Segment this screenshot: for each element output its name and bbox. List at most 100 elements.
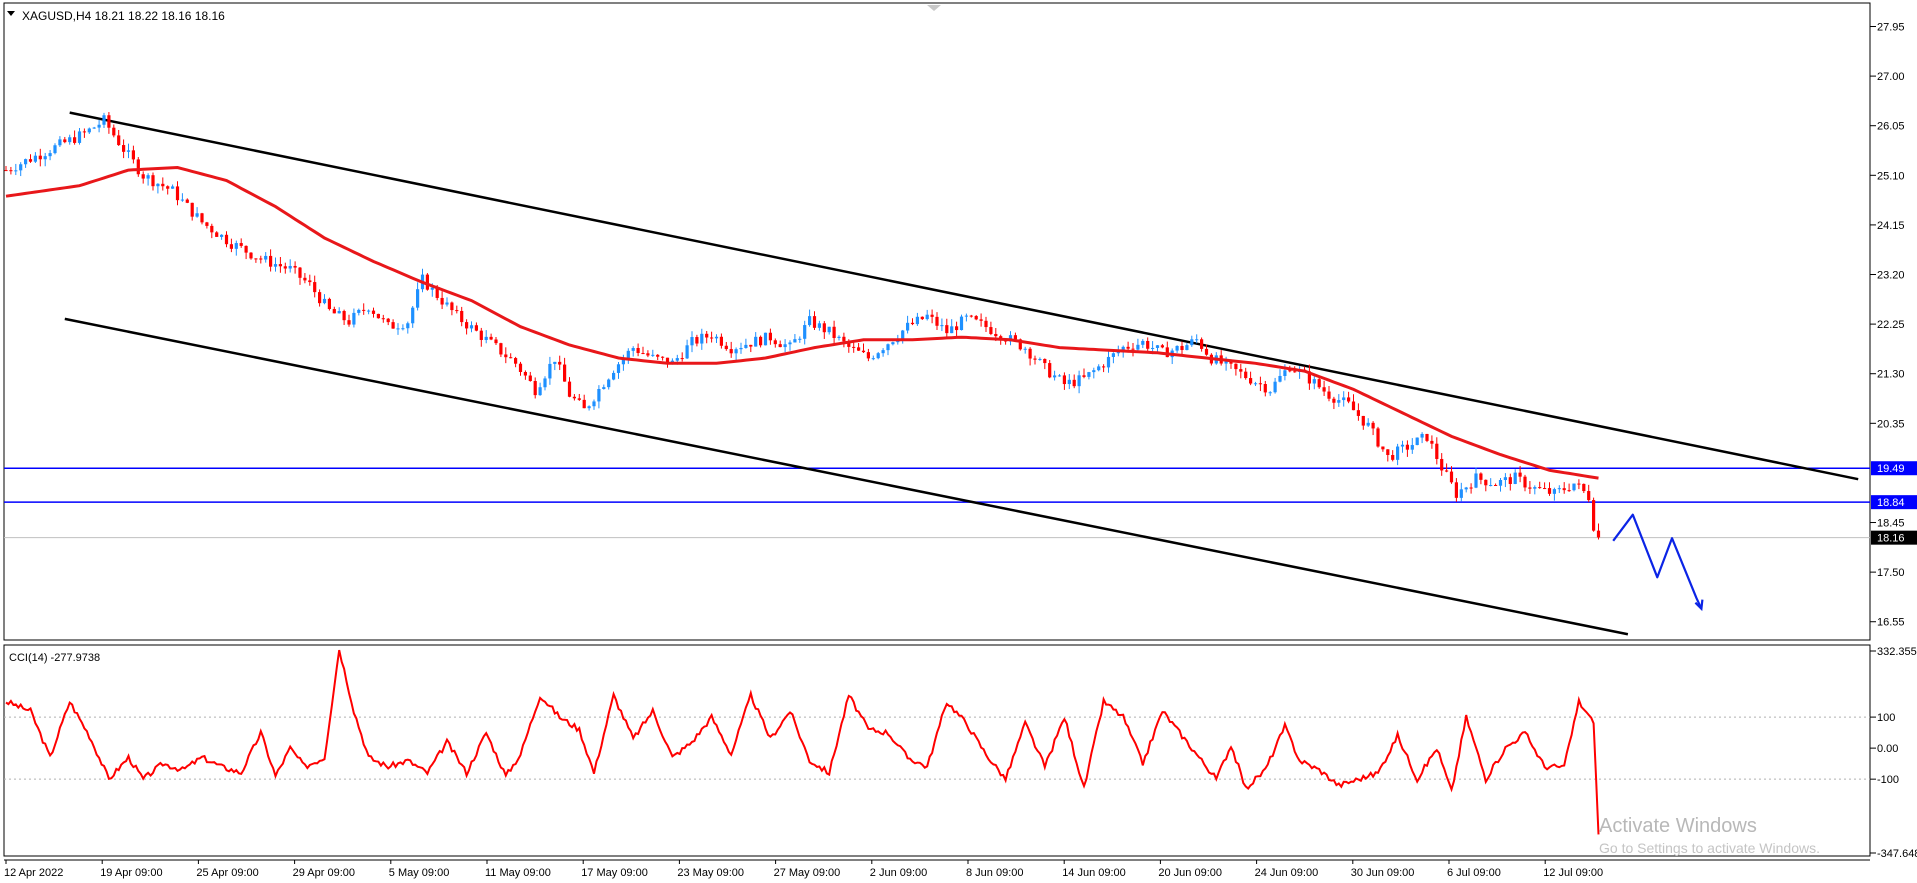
candle-body [1136,344,1140,350]
cci-panel[interactable] [3,644,1871,857]
price-tick-label: 22.25 [1877,319,1905,331]
candle-body [1503,477,1507,481]
time-tick-label: 12 Jul 09:00 [1543,867,1603,879]
time-tick-label: 25 Apr 09:00 [196,867,258,879]
cci-tick-label: -100 [1877,774,1899,786]
candle-body [509,357,513,359]
candle-body [205,222,209,226]
candle-body [469,325,474,329]
candle-body [1396,446,1400,460]
candle-body [1523,476,1527,488]
candle-body [1072,379,1076,387]
candle-body [837,336,841,338]
candle-body [1195,339,1199,341]
candle-body [141,174,145,179]
time-tick-label: 24 Jun 09:00 [1255,867,1319,879]
candle-body [567,381,572,397]
candle-body [229,244,233,249]
candle-body [1092,370,1096,373]
candle-body [514,358,518,364]
candle-body [1400,444,1405,447]
candle-body [180,199,184,201]
candle-body [435,287,439,298]
candle-body [661,356,665,358]
candle-body [445,302,449,305]
candle-body [278,264,282,267]
candle-body [930,314,934,317]
candle-body [1410,445,1414,450]
candle-body [690,337,694,346]
time-tick-label: 29 Apr 09:00 [293,867,355,879]
candle-body [484,336,488,340]
candle-body [504,354,508,358]
time-axis: 12 Apr 2022 19 Apr 09:00 25 Apr 09:00 29 Ap… [4,860,1603,879]
candle-body [367,310,371,312]
price-labels: 19.49 18.84 18.16 [1871,461,1917,545]
price-tick-label: 17.50 [1877,567,1905,579]
candle-body [901,330,905,340]
candle-body [597,389,601,402]
symbol-menu-icon[interactable] [7,11,15,16]
candle-body [1249,378,1253,384]
candle-body [273,264,278,267]
candle-body [391,322,395,329]
candle-body [871,358,875,360]
candle-body [778,344,782,348]
candle-body [1028,348,1032,359]
candle-body [631,348,635,351]
candle-body [1513,472,1517,484]
horizontal-levels[interactable] [4,467,1870,503]
candle-body [1528,487,1532,489]
candle-body [1582,483,1586,492]
candle-body [1479,473,1483,480]
candle-body [945,325,949,334]
candle-body [719,336,723,346]
candle-body [533,381,537,396]
time-tick-label: 14 Jun 09:00 [1062,867,1126,879]
candle-body [1484,479,1488,486]
candle-body [1097,366,1101,371]
candle-body [881,350,885,354]
candle-body [1361,415,1365,426]
candle-body [920,316,924,320]
price-tick-label: 16.55 [1877,617,1905,629]
candle-body [744,344,748,348]
candle-body [548,363,552,379]
time-tick-label: 20 Jun 09:00 [1158,867,1222,879]
candle-body [411,307,415,324]
candle-body [386,318,390,323]
candle-body [1587,491,1591,501]
candle-body [734,349,738,354]
scroll-marker-icon[interactable] [927,5,941,11]
candle-body [1508,477,1512,484]
candle-body [293,265,297,268]
candle-body [1592,500,1596,531]
candle-body [1464,487,1468,490]
candle-body [582,399,586,409]
level-price-label: 18.84 [1877,497,1905,509]
candle-body [1533,487,1537,489]
candle-body [955,326,959,331]
candle-body [1552,489,1556,494]
candle-body [494,339,498,344]
cci-tick-label: 332.355 [1877,646,1917,658]
projection-arrow[interactable] [1612,513,1704,612]
candle-body [1567,490,1571,492]
candle-body [808,316,812,326]
candle-body [1013,335,1017,340]
candle-body [14,170,18,172]
candle-body [1273,381,1277,393]
price-tick-label: 18.45 [1877,518,1905,530]
candle-body [1577,483,1581,485]
candle-body [852,346,856,348]
level-price-badge [1871,495,1917,510]
cci-axis: 332.355 100 0.00 -100 -347.648 [1870,646,1917,860]
trend-channel[interactable] [64,111,1859,636]
candle-body [1440,458,1444,471]
candle-body [1420,433,1424,438]
candle-body [886,344,890,351]
candle-body [803,325,807,339]
candle-body [768,332,772,341]
candle-body [24,159,28,165]
